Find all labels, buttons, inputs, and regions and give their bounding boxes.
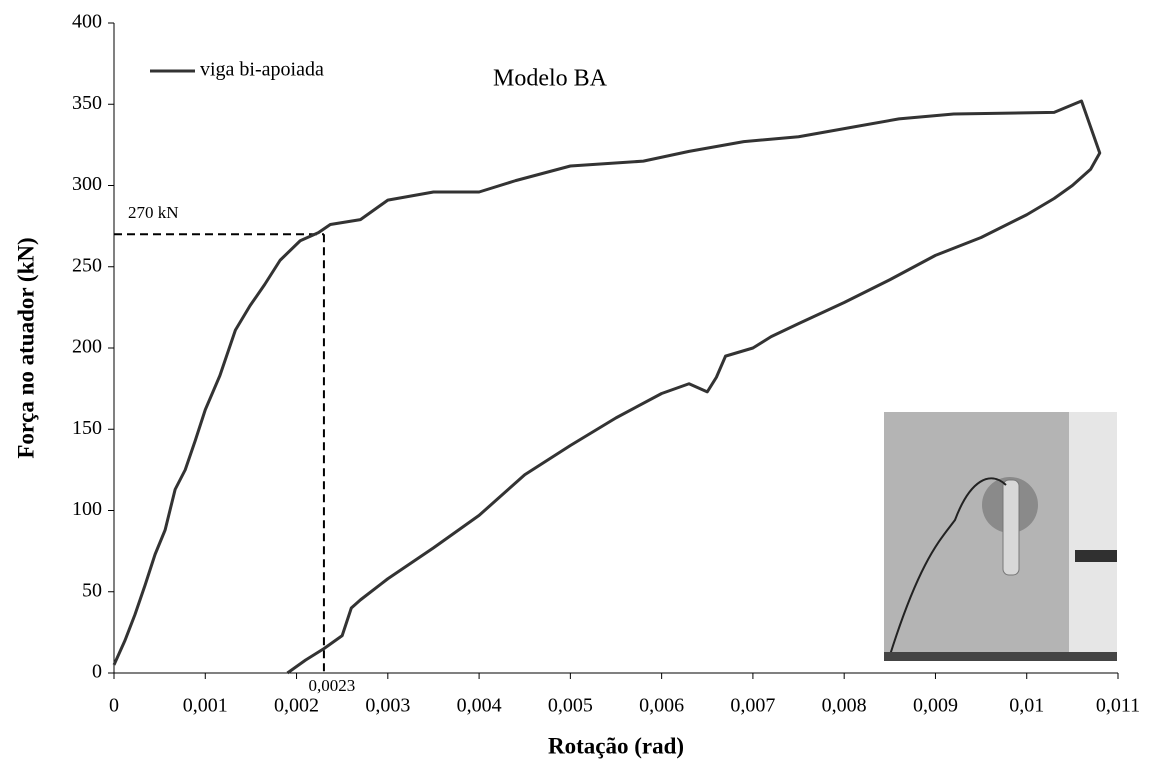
x-tick-label: 0,006 <box>639 695 684 717</box>
y-tick-label: 400 <box>72 11 102 33</box>
annotation: Modelo BA <box>493 66 608 92</box>
y-tick-label: 350 <box>72 92 102 114</box>
x-tick-label: 0,003 <box>365 695 410 717</box>
x-tick-label: 0,005 <box>548 695 593 717</box>
y-axis-title: Força no atuador (kN) <box>13 237 38 458</box>
x-axis-title: Rotação (rad) <box>548 733 684 758</box>
y-tick-label: 200 <box>72 336 102 358</box>
x-tick-label: 0,007 <box>730 695 775 717</box>
x-tick-label: 0,01 <box>1009 695 1044 717</box>
data-line <box>112 99 1102 675</box>
y-tick-label: 300 <box>72 173 102 195</box>
x-tick-label: 0,004 <box>457 695 502 717</box>
legend-label: viga bi-apoiada <box>200 59 324 81</box>
y-tick-label: 0 <box>92 661 102 683</box>
y-tick-label: 150 <box>72 417 102 439</box>
reference-label: 0,0023 <box>309 676 356 695</box>
y-tick-label: 50 <box>82 579 102 601</box>
reference-label: 270 kN <box>128 203 179 222</box>
x-tick-label: 0,011 <box>1096 695 1140 717</box>
x-tick-label: 0,008 <box>822 695 867 717</box>
y-tick-label: 100 <box>72 498 102 520</box>
x-tick-label: 0,009 <box>913 695 958 717</box>
x-tick-label: 0,002 <box>274 695 319 717</box>
y-tick-label: 250 <box>72 254 102 276</box>
inset-photo <box>884 412 1117 661</box>
x-tick-label: 0,001 <box>183 695 228 717</box>
x-tick-label: 0 <box>109 695 119 717</box>
